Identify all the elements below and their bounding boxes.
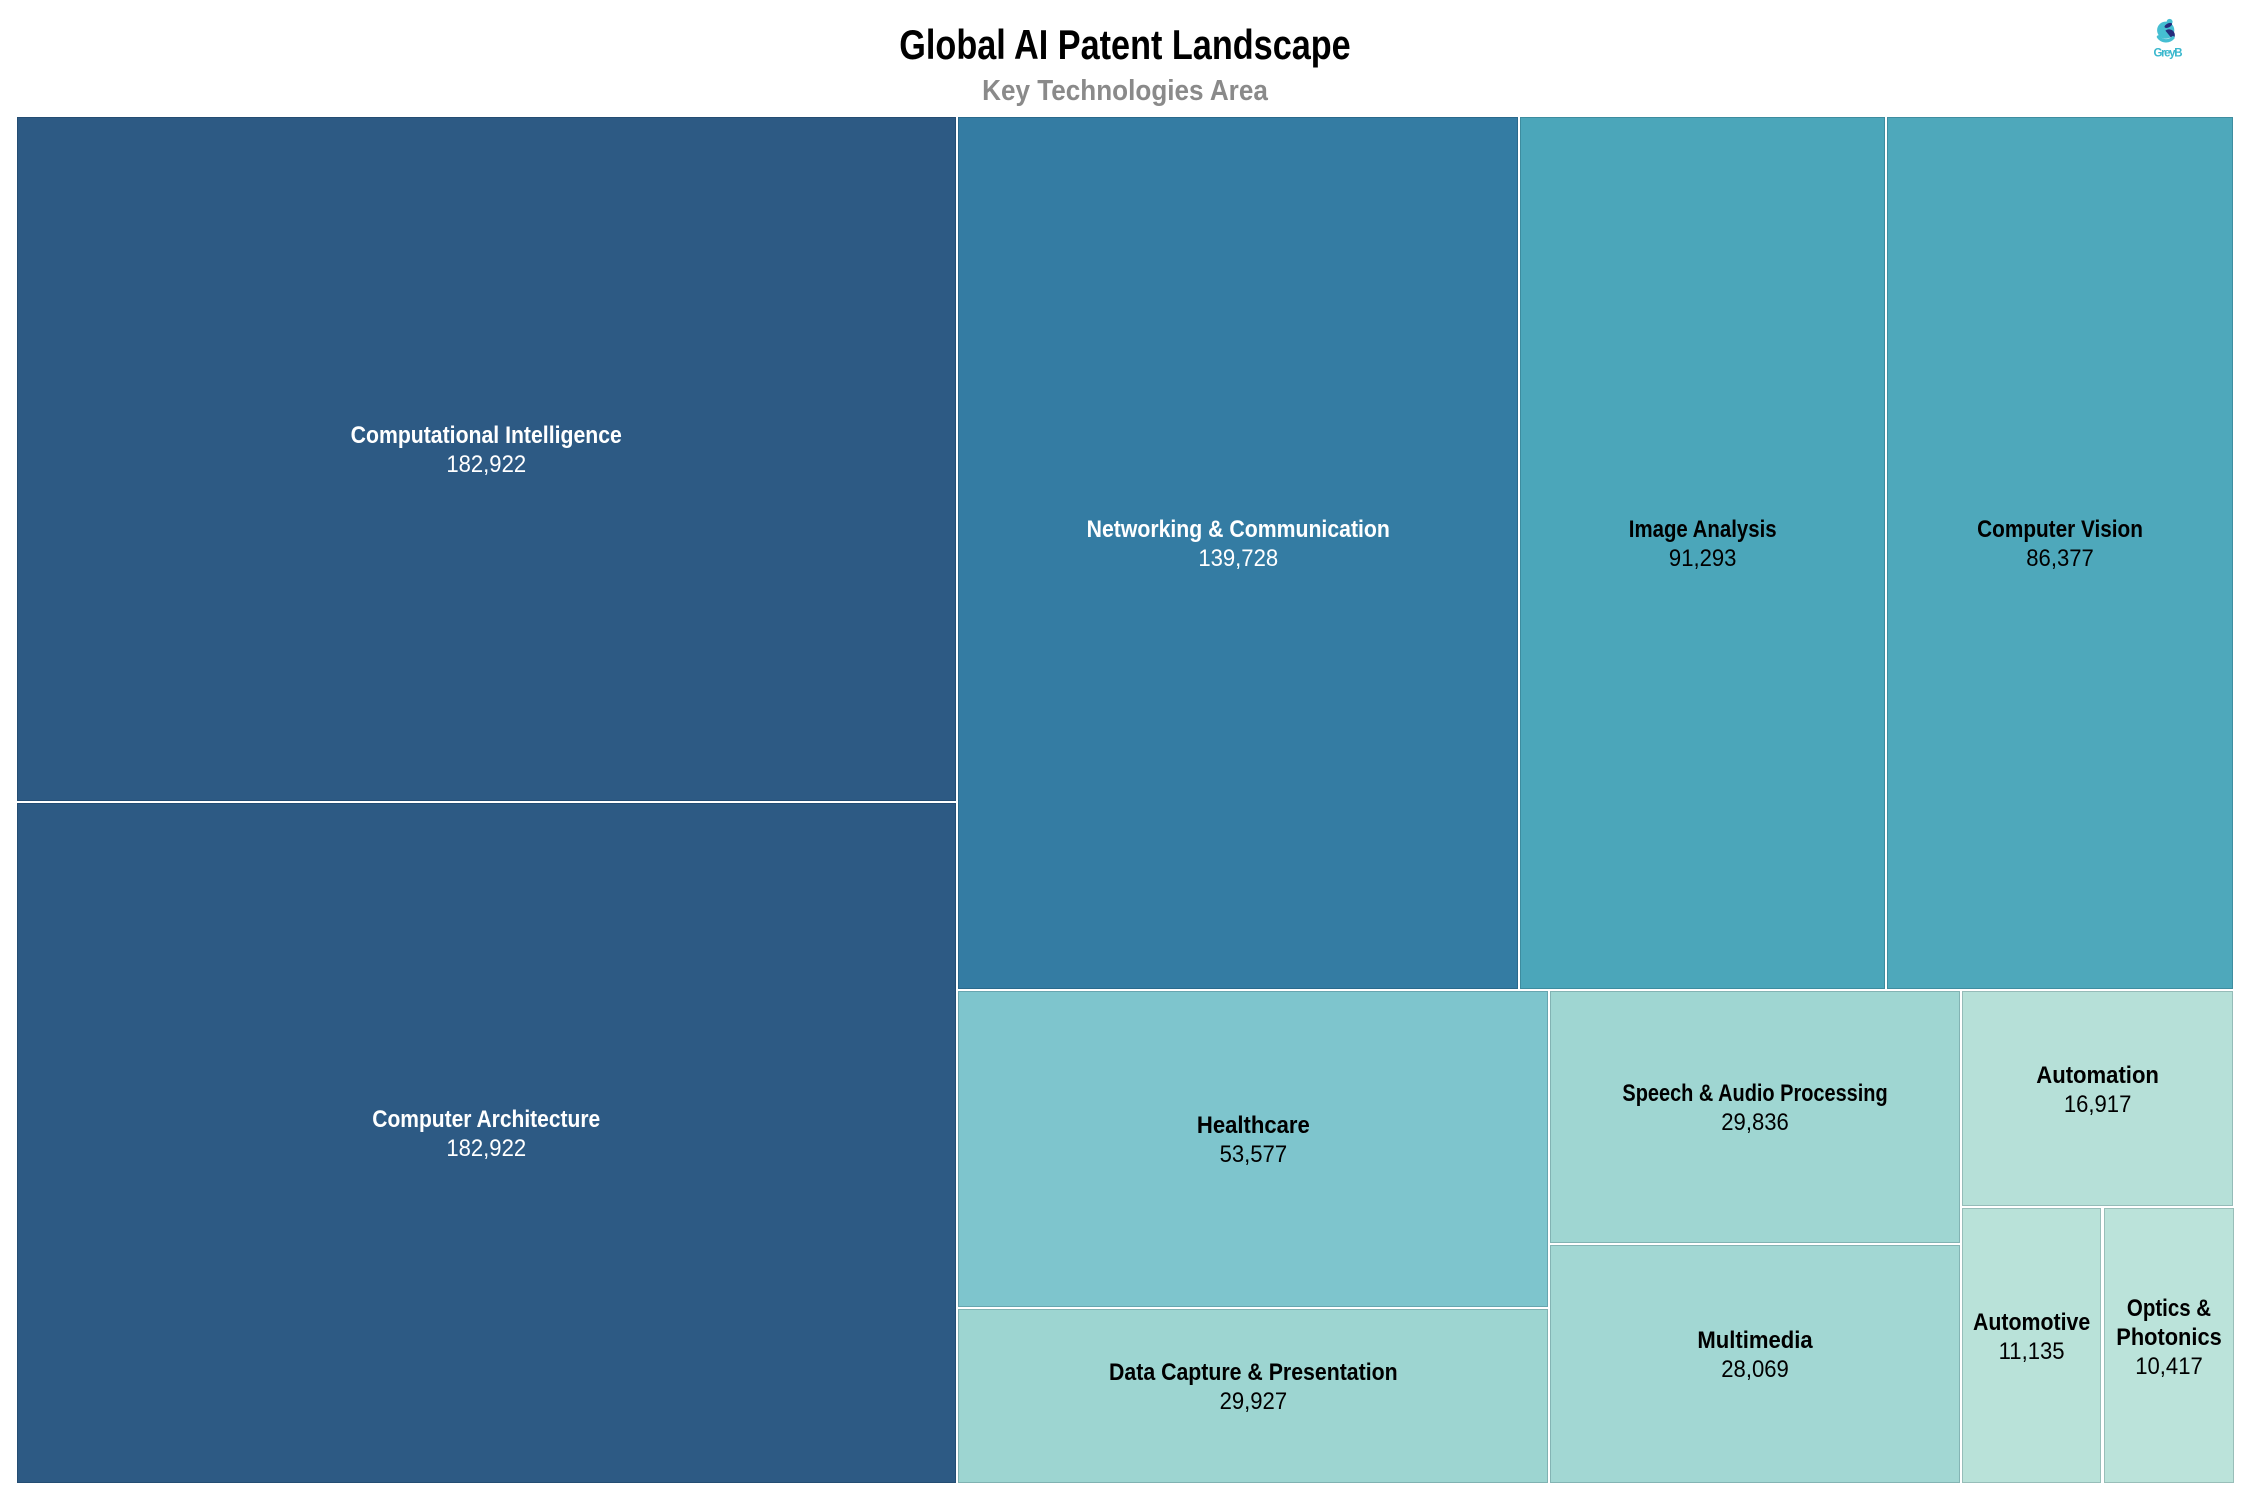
svg-text:GreyB: GreyB: [2154, 48, 2183, 60]
